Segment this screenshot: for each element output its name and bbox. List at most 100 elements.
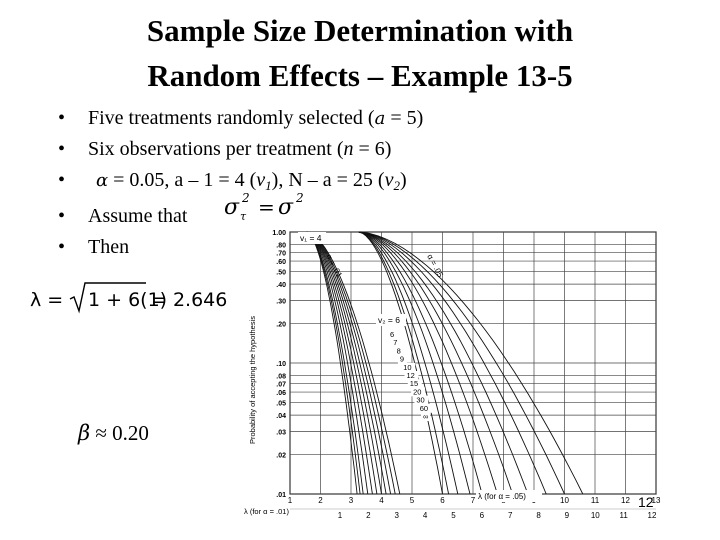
y-tick-label: .06 xyxy=(276,390,286,397)
sqrt-sign xyxy=(69,282,146,314)
oc-curve xyxy=(358,231,529,495)
svg-text:=: = xyxy=(258,195,275,219)
x-tick-label-top: 13 xyxy=(652,496,661,505)
x-tick-label-bottom: 4 xyxy=(423,511,428,520)
x-tick-label-top: 1 xyxy=(288,496,293,505)
v2-label-bg xyxy=(397,354,407,364)
alpha05-label: α = .05 xyxy=(425,253,445,280)
v2-label-item: 60 xyxy=(420,404,428,413)
svg-text:σ: σ xyxy=(278,195,294,220)
v2-label-item: 7 xyxy=(393,338,397,347)
assume-equation: σ 2 τ = σ 2 xyxy=(224,191,304,222)
x-tick-label-top: 7 xyxy=(471,496,476,505)
y-tick-label: .03 xyxy=(276,429,286,436)
v1-label-bg xyxy=(298,232,326,244)
bullet-treatments: Five treatments randomly selected (a = 5… xyxy=(58,103,528,134)
oc-curve xyxy=(306,231,361,495)
oc-curve xyxy=(358,231,498,495)
svg-text:1 + 6(1): 1 + 6(1) xyxy=(88,289,167,311)
title-line-2: Random Effects – Example 13-5 xyxy=(147,58,573,93)
y-tick-label: .05 xyxy=(276,400,286,407)
v2-label-item: 20 xyxy=(413,387,421,396)
svg-text:2: 2 xyxy=(241,191,250,205)
y-axis-label: Probability of accepting the hypothesis xyxy=(248,316,257,444)
y-tick-label: .60 xyxy=(276,259,286,266)
oc-curve xyxy=(306,231,382,495)
oc-curve xyxy=(358,231,514,495)
oc-curve xyxy=(306,231,396,495)
v2-label-item: 9 xyxy=(400,355,404,364)
svg-text:= 2.646: = 2.646 xyxy=(151,289,227,311)
y-tick-label: .80 xyxy=(276,243,286,250)
oc-curve xyxy=(306,231,387,495)
oc-curve xyxy=(358,231,471,495)
bullet-assume: Assume that xyxy=(58,201,528,232)
slide-title: Sample Size Determination with Random Ef… xyxy=(60,8,660,98)
x-tick-label-top: 10 xyxy=(560,496,569,505)
v2-label-bg xyxy=(417,403,432,413)
oc-curve xyxy=(358,231,584,495)
svg-text:λ =: λ = xyxy=(30,289,63,311)
v2-label-bg xyxy=(394,346,404,356)
x-tick-label-bottom: 1 xyxy=(338,511,343,520)
v2-label-bg xyxy=(401,362,416,372)
v2-label-bg xyxy=(411,387,426,397)
x-tick-label-bottom: 8 xyxy=(536,511,541,520)
x-tick-label-top: 4 xyxy=(379,496,384,505)
v2-label-item: 12 xyxy=(407,371,415,380)
x-tick-label-top: 3 xyxy=(349,496,354,505)
chart-grid xyxy=(289,231,657,495)
x-axis-label-top: λ (for α = .05) xyxy=(478,492,526,501)
bullet-alpha: α = 0.05, a – 1 = 4 (v1), N – a = 25 (v2… xyxy=(58,165,528,201)
x-tick-label-top: 12 xyxy=(621,496,630,505)
x-tick-label-bottom: 12 xyxy=(648,511,657,520)
x-tick-label-bottom: 2 xyxy=(366,511,371,520)
y-tick-label: 1.00 xyxy=(272,230,286,237)
page-number: 12 xyxy=(638,494,654,510)
v2-label-bg xyxy=(376,314,406,326)
bullet-list: Five treatments randomly selected (a = 5… xyxy=(58,103,528,263)
v2-label-bg xyxy=(407,379,422,389)
oc-curve xyxy=(306,231,392,495)
v2-label-bg xyxy=(404,371,419,380)
x-tick-label-bottom: 5 xyxy=(451,511,456,520)
x-tick-label-top: 11 xyxy=(591,496,600,505)
x-tick-label-bottom: 3 xyxy=(395,511,400,520)
x-tick-label-bottom: 11 xyxy=(619,511,628,520)
v2-label-bg xyxy=(414,395,429,405)
oc-curve xyxy=(358,231,483,495)
v2-label-bg xyxy=(391,338,401,348)
v2-label-item: 15 xyxy=(410,379,418,388)
lambda-equation: λ = 1 + 6(1) = 2.646 xyxy=(30,282,227,314)
x-tick-label-bottom: 6 xyxy=(480,511,485,520)
x-tick-label-top: 5 xyxy=(410,496,415,505)
title-line-1: Sample Size Determination with xyxy=(146,13,574,48)
oc-curve xyxy=(306,231,401,495)
x-tick-label-bottom: 9 xyxy=(565,511,570,520)
v2-label-bg xyxy=(388,330,397,339)
y-tick-label: .20 xyxy=(276,322,286,329)
bullet-then: Then xyxy=(58,232,528,263)
y-tick-label: .01 xyxy=(276,492,286,499)
oc-curve xyxy=(306,231,369,495)
y-tick-label: .70 xyxy=(276,250,286,257)
x-tick-label-top: 2 xyxy=(318,496,323,505)
x-axis-label-bottom: λ (for α = .01) xyxy=(244,507,289,516)
y-tick-label: .50 xyxy=(276,269,286,276)
oc-curve-svg: 1.00 .80.70 .60 .50 .40 .30 .20 .10 .08.07 .06 .05… xyxy=(244,230,661,520)
y-tick-label: .07 xyxy=(276,381,286,388)
v2-label-item: 10 xyxy=(403,363,411,372)
oc-curve xyxy=(306,231,358,495)
v2-label-item: 8 xyxy=(397,346,401,355)
oc-curve xyxy=(358,231,547,495)
y-tick-label: .02 xyxy=(276,453,286,460)
y-tick-label: .40 xyxy=(276,282,286,289)
oc-curve xyxy=(306,231,378,495)
oc-curve xyxy=(306,231,373,495)
v1-label: v₁ = 4 xyxy=(300,233,322,243)
x-tick-label-bottom: 10 xyxy=(591,511,600,520)
v2-label: v₂ = 6 xyxy=(378,315,400,325)
xlabel-top-bg xyxy=(476,490,542,502)
oc-curve-chart: 1.00 .80.70 .60 .50 .40 .30 .20 .10 .08.07 .06 .05… xyxy=(244,222,670,528)
